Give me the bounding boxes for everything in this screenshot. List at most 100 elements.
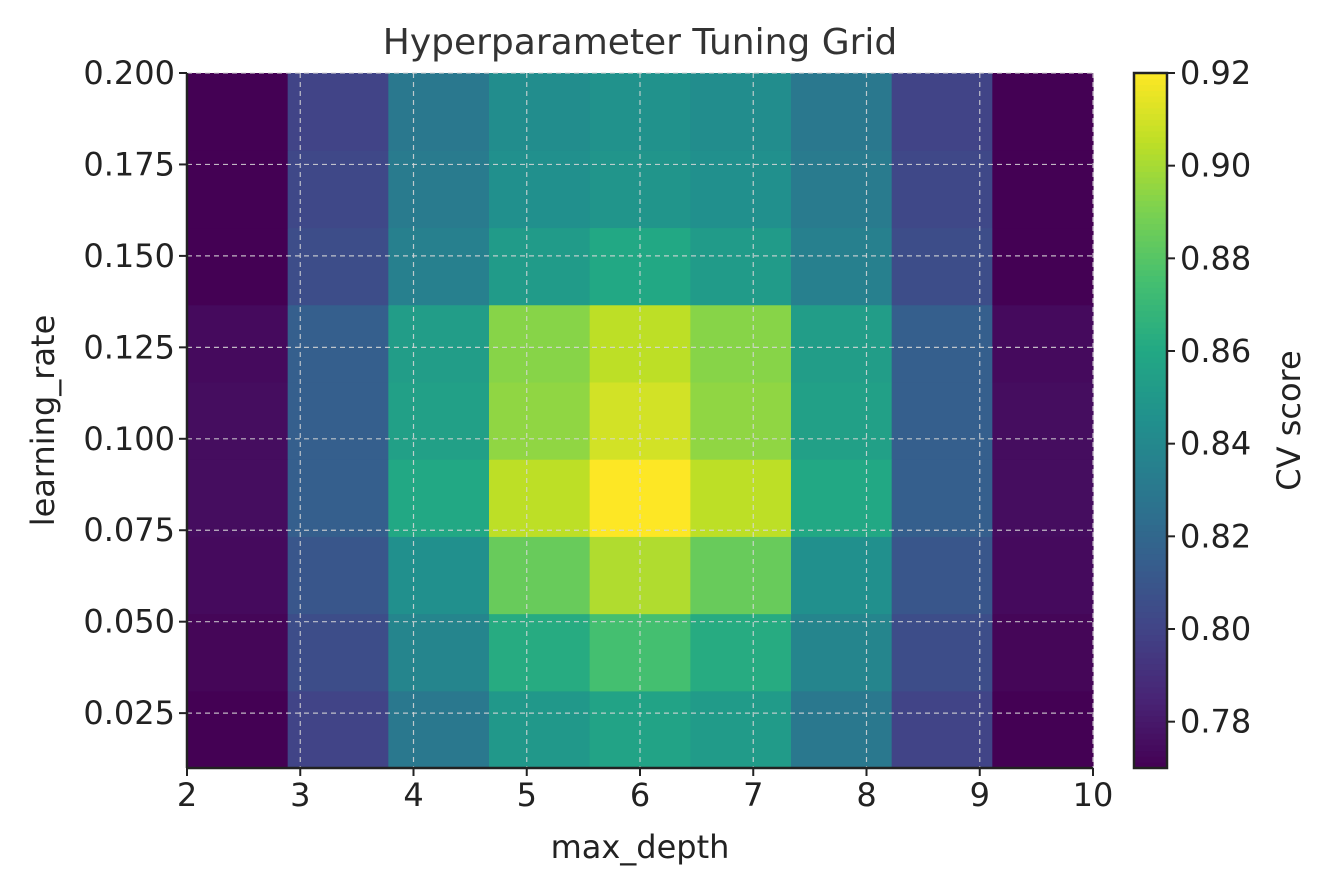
x-tick-label: 8 [856,776,876,814]
colorbar-band [1134,507,1167,514]
chart-title: Hyperparameter Tuning Grid [383,22,898,63]
colorbar-tick-label: 0.86 [1180,332,1251,370]
colorbar-band [1134,675,1167,682]
colorbar-band [1134,101,1167,109]
colorbar-band [1134,78,1167,86]
colorbar-band [1134,240,1167,248]
heatmap-cell [489,304,591,383]
heatmap-cell [388,73,490,151]
colorbar-band [1134,605,1167,613]
colorbar-band [1134,611,1167,618]
heatmap-cell [992,536,1094,615]
colorbar-band [1134,177,1167,184]
colorbar-band [1134,217,1167,225]
colorbar-band [1134,536,1167,543]
heatmap-cell [388,536,490,615]
heatmap-cell [287,536,389,615]
heatmap-cell [891,73,993,151]
colorbar-band [1134,692,1167,699]
colorbar-band [1134,559,1167,566]
colorbar-band [1134,252,1167,259]
colorbar-band [1134,414,1167,421]
colorbar-band [1134,426,1167,433]
heatmap-cell [992,227,1094,306]
colorbar-tick-label: 0.84 [1180,425,1251,463]
colorbar-band [1134,646,1167,653]
colorbar-band [1134,316,1167,323]
heatmap-cell [891,459,993,537]
x-tick-label: 10 [1073,776,1114,814]
colorbar-band [1134,461,1167,468]
colorbar-band [1134,576,1167,584]
colorbar-band [1134,495,1167,503]
heatmap-cell [690,613,792,692]
heatmap-cell [992,304,1094,383]
heatmap-cell [992,459,1094,537]
colorbar-band [1134,657,1167,665]
heatmap-cell [388,613,490,692]
y-tick-label: 0.075 [83,511,175,549]
heatmap-cell [489,613,591,692]
colorbar-tick-label: 0.92 [1180,54,1251,92]
heatmap-cell [489,536,591,615]
colorbar-band [1134,269,1167,277]
heatmap-cell [992,613,1094,692]
colorbar-band [1134,310,1167,317]
colorbar-band [1134,762,1167,769]
colorbar-band [1134,727,1167,734]
colorbar-band [1134,165,1167,172]
colorbar-band [1134,171,1167,178]
colorbar-band [1134,750,1167,757]
colorbar-band [1134,530,1167,537]
x-tick-label: 7 [743,776,763,814]
colorbar-band [1134,362,1167,369]
colorbar-band [1134,136,1167,143]
heatmap-cell [287,227,389,306]
colorbar-band [1134,275,1167,282]
colorbar-band [1134,379,1167,387]
x-tick-label: 5 [517,776,537,814]
colorbar-band [1134,513,1167,520]
heatmap-cell [791,150,893,229]
colorbar-band [1134,715,1167,723]
colorbar-band [1134,449,1167,456]
colorbar-band [1134,339,1167,346]
colorbar-band [1134,686,1167,694]
y-tick-label: 0.175 [83,145,175,183]
colorbar-band [1134,652,1167,659]
colorbar-band [1134,212,1167,219]
heatmap-cell [287,73,389,151]
heatmap-cell [187,150,289,229]
colorbar-band [1134,704,1167,711]
heatmap-cell [187,227,289,306]
colorbar-band [1134,246,1167,254]
colorbar-band [1134,663,1167,671]
colorbar-band [1134,466,1167,474]
colorbar-band [1134,571,1167,578]
colorbar-band [1134,142,1167,149]
heatmap-cell [690,690,792,769]
colorbar-band [1134,582,1167,589]
heatmap-cell [791,73,893,151]
colorbar-band [1134,397,1167,404]
heatmap-cell [690,536,792,615]
colorbar-band [1134,333,1167,340]
colorbar-band [1134,744,1167,752]
colorbar-band [1134,281,1167,288]
x-tick-label: 2 [177,776,197,814]
heatmap-cell [791,227,893,306]
colorbar-band [1134,623,1167,630]
heatmap-cell [891,227,993,306]
colorbar-band [1134,634,1167,642]
heatmap-cell [690,73,792,151]
x-tick-label: 4 [403,776,423,814]
heatmap-cell [690,150,792,229]
colorbar-band [1134,547,1167,555]
y-tick-label: 0.125 [83,328,175,366]
colorbar-band [1134,229,1167,236]
heatmap-cell [690,227,792,306]
colorbar-band [1134,443,1167,450]
colorbar-band [1134,374,1167,381]
colorbar-band [1134,721,1167,728]
